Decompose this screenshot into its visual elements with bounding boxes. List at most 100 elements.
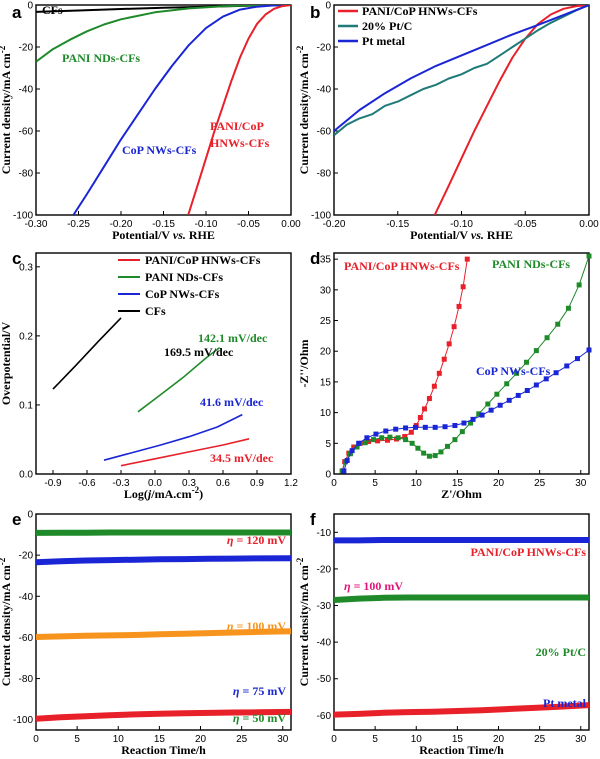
y-tick-label: 20 <box>320 347 332 358</box>
series-a-1 <box>36 5 291 63</box>
x-tick-label: -0.20 <box>110 219 133 230</box>
x-tick-label: 15 <box>154 734 166 745</box>
data-point <box>341 468 347 474</box>
legend-item: PANI/CoP HNWs-CFs <box>145 253 261 267</box>
data-point <box>415 445 421 451</box>
x-tick-label: -0.05 <box>237 219 260 230</box>
annotation-c-3: 34.5 mV/dec <box>210 451 274 465</box>
data-point <box>544 335 550 341</box>
data-point <box>504 381 510 387</box>
x-axis-label: Potential/V vs. RHE <box>112 228 215 242</box>
x-tick-label: 0.6 <box>216 478 230 489</box>
x-axis-label: Potential/V vs. RHE <box>410 228 513 242</box>
data-point <box>422 424 428 430</box>
data-point <box>543 376 549 382</box>
data-point <box>479 412 485 418</box>
x-tick-label: 0 <box>331 734 337 745</box>
x-tick-label: 25 <box>236 734 248 745</box>
y-axis-label: Overpotential/V <box>0 322 13 406</box>
series-b-1 <box>334 5 589 136</box>
x-tick-label: 20 <box>493 734 505 745</box>
panel-d: d 0 5 10 15 20 25 30 0 5 10 15 20 25 30 35 Z'/Ohm -Z''/Oh… <box>297 249 592 501</box>
y-tick-label: -80 <box>19 169 34 180</box>
x-tick-label: 0 <box>331 478 337 489</box>
data-point <box>442 424 448 430</box>
series-a-2 <box>72 5 291 215</box>
y-tick-label: 5 <box>325 439 331 450</box>
series-label-f-1: η = 100 mV <box>344 579 403 593</box>
data-point <box>384 437 390 443</box>
x-tick-label: 0.0 <box>148 478 162 489</box>
data-point <box>370 437 376 443</box>
y-tick-label: -40 <box>317 638 332 649</box>
y-tick-label: -80 <box>317 169 332 180</box>
y-axis-label: Current density/mA cm-2 <box>0 45 13 174</box>
data-point <box>470 416 476 422</box>
y-tick-label: -40 <box>19 85 34 96</box>
panel-label-a: a <box>12 3 22 22</box>
annotation-c-0: 169.5 mV/dec <box>164 345 234 359</box>
series-c-0 <box>120 438 250 467</box>
data-point <box>445 443 451 449</box>
data-point <box>375 438 381 444</box>
y-tick-label: 0 <box>325 1 331 12</box>
data-point <box>379 435 385 441</box>
series-f-1 <box>334 594 589 603</box>
data-point <box>456 303 462 309</box>
data-point <box>354 444 360 450</box>
annotation-a-4: HNWs-CFs <box>210 136 270 150</box>
data-point <box>576 282 582 288</box>
annotation-c-1: 142.1 mV/dec <box>198 331 268 345</box>
panel-label-e: e <box>12 510 21 529</box>
data-point <box>553 370 559 376</box>
data-point <box>524 388 530 394</box>
data-point <box>485 401 491 407</box>
data-point <box>421 450 427 456</box>
plot-frame <box>333 513 590 731</box>
series-label-e-1: η = 100 mV <box>227 619 286 633</box>
data-point <box>446 341 452 347</box>
data-point <box>362 440 368 446</box>
x-tick-label: 0.00 <box>579 219 599 230</box>
y-tick-label: -10 <box>317 528 332 539</box>
x-tick-label: 25 <box>534 734 546 745</box>
data-point <box>395 435 401 441</box>
x-tick-label: -0.10 <box>450 219 473 230</box>
panel-c: c -0.9 -0.6 -0.3 0.0 0.3 0.6 0.9 1.2 0.0 0.1 0.2 0.3… <box>0 249 298 501</box>
x-tick-label: 1.2 <box>284 478 298 489</box>
x-tick-label: 30 <box>575 734 587 745</box>
y-tick-label: -60 <box>317 711 332 722</box>
legend-item: CoP NWs-CFs <box>145 287 220 301</box>
y-axis-label: Current density/mA cm-2 <box>0 557 13 686</box>
annotation-a-1: PANI NDs-CFs <box>62 51 140 65</box>
series-f-0 <box>334 702 589 718</box>
x-tick-label: 10 <box>411 734 423 745</box>
data-point <box>417 415 423 421</box>
data-point <box>494 391 500 397</box>
data-point <box>506 397 512 403</box>
data-point <box>438 449 444 455</box>
panel-label-c: c <box>12 249 21 268</box>
x-tick-label: -0.15 <box>386 219 409 230</box>
data-point <box>459 429 465 435</box>
legend-item: Pt metal <box>362 34 406 48</box>
x-tick-label: 15 <box>452 478 464 489</box>
series-e-0 <box>36 708 291 722</box>
x-tick-label: 0.9 <box>250 478 264 489</box>
x-axis-label: Log(j/mA.cm-2) <box>124 485 203 501</box>
data-point <box>586 253 592 259</box>
x-tick-label: 20 <box>195 734 207 745</box>
x-tick-label: -0.10 <box>195 219 218 230</box>
y-tick-label: 0.1 <box>19 400 33 411</box>
data-point <box>476 411 482 417</box>
annotation-a-3: PANI/CoP <box>210 119 264 133</box>
data-point <box>564 363 570 369</box>
data-point <box>586 347 592 353</box>
panel-b: b -0.20 -0.15 -0.10 -0.05 0.00 0 -20 -40 -60 -80 -1… <box>295 1 599 243</box>
y-tick-label: -20 <box>19 43 34 54</box>
x-tick-label: -0.20 <box>323 219 346 230</box>
data-point <box>373 431 379 437</box>
y-tick-label: -80 <box>19 674 34 685</box>
y-tick-label: -100 <box>13 715 33 726</box>
